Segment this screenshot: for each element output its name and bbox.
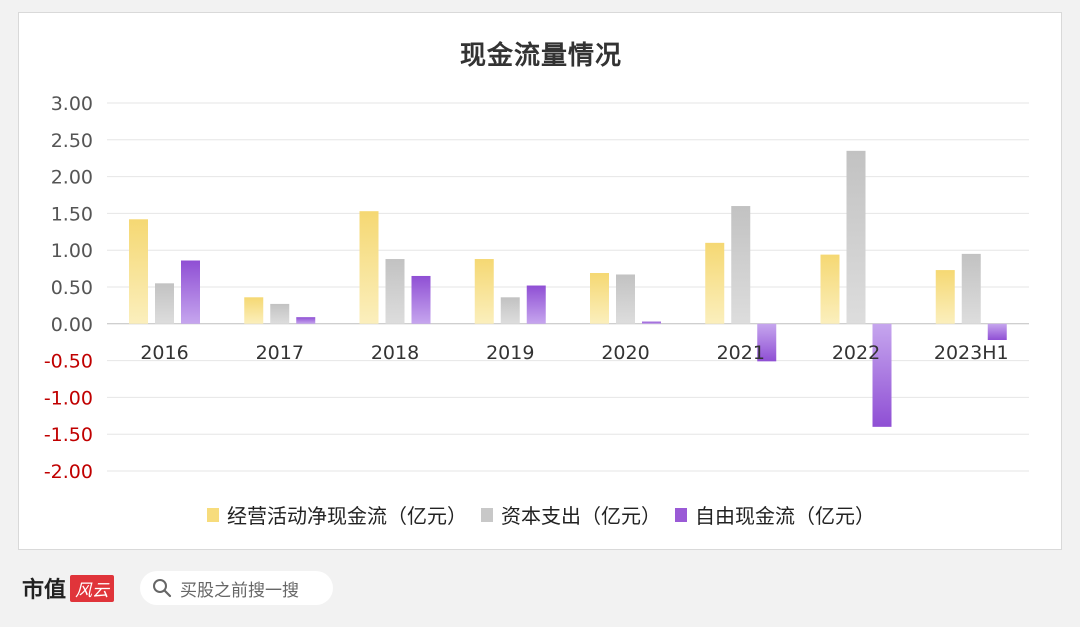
x-tick-label: 2019: [486, 342, 534, 364]
bar-chart: 3.00 2.50 2.00 1.50 1.00 0.50 0.00 -0.50 -1.00 -1…: [44, 93, 1029, 483]
x-tick-label: 2023H1: [934, 342, 1009, 364]
operating-cashflow-bar: [705, 242, 725, 324]
y-tick-label: 0.50: [51, 277, 93, 299]
capex-bar: [616, 274, 635, 324]
x-tick-label: 2016: [140, 342, 188, 364]
legend-label: 资本支出（亿元）: [501, 504, 661, 528]
capex-bar: [731, 206, 751, 324]
search-icon: [153, 579, 172, 598]
y-tick-label: 3.00: [51, 93, 93, 115]
chart-title: 现金流量情况: [459, 41, 622, 71]
brand-logo[interactable]: 市值 风云: [22, 570, 115, 606]
free-cashflow-bar: [181, 260, 200, 324]
operating-cashflow-bar: [935, 270, 955, 324]
search-box[interactable]: 买股之前搜一搜: [140, 571, 333, 605]
operating-cashflow-bar: [359, 211, 379, 324]
legend-item-operating: 经营活动净现金流（亿元）: [207, 500, 467, 529]
y-tick-label: -1.00: [44, 387, 93, 409]
legend: 经营活动净现金流（亿元） 资本支出（亿元） 自由现金流（亿元）: [19, 500, 1063, 529]
free-cashflow-bar: [411, 275, 431, 324]
free-cashflow-bar: [642, 321, 661, 324]
free-cashflow-bar: [872, 323, 892, 427]
capex-bar: [270, 303, 290, 324]
legend-swatch: [481, 507, 493, 522]
x-tick-label: 2017: [256, 342, 304, 364]
operating-cashflow-bar: [590, 273, 609, 324]
x-tick-label: 2022: [832, 342, 880, 364]
free-cashflow-bar: [296, 317, 316, 324]
operating-cashflow-bar: [129, 219, 148, 324]
y-tick-label: 0.00: [51, 314, 93, 336]
x-tick-label: 2021: [717, 342, 765, 364]
operating-cashflow-bar: [244, 297, 264, 324]
capex-bar: [961, 253, 981, 324]
y-tick-label: 1.50: [51, 203, 93, 225]
capex-bar: [846, 150, 866, 324]
legend-swatch: [675, 507, 687, 522]
y-tick-label: 2.00: [51, 167, 93, 189]
legend-item-free-cashflow: 自由现金流（亿元）: [675, 500, 875, 529]
free-cashflow-bar: [526, 285, 546, 324]
legend-label: 经营活动净现金流（亿元）: [227, 504, 467, 528]
capex-bar: [500, 297, 520, 324]
search-placeholder: 买股之前搜一搜: [180, 580, 299, 601]
y-tick-label: 1.00: [51, 240, 93, 262]
legend-label: 自由现金流（亿元）: [695, 504, 875, 528]
brand-mark: 风云: [70, 574, 115, 602]
y-tick-label: 2.50: [51, 130, 93, 152]
capex-bar: [385, 259, 405, 324]
y-tick-label: -2.00: [44, 461, 93, 483]
x-tick-label: 2020: [601, 342, 649, 364]
free-cashflow-bar: [757, 323, 777, 362]
brand-name: 市值: [22, 577, 67, 603]
free-cashflow-bar: [987, 323, 1007, 340]
y-tick-label: -1.50: [44, 424, 93, 446]
operating-cashflow-bar: [474, 259, 494, 324]
x-tick-label: 2018: [371, 342, 419, 364]
legend-swatch: [207, 507, 219, 522]
operating-cashflow-bar: [820, 254, 840, 324]
chart-card: 现金流量情况 3.00 2.50 2.00 1.50 1.00 0.50 0.00 -0.50…: [18, 12, 1062, 550]
y-tick-label: -0.50: [44, 351, 93, 373]
capex-bar: [155, 283, 174, 324]
legend-item-capex: 资本支出（亿元）: [481, 500, 661, 529]
